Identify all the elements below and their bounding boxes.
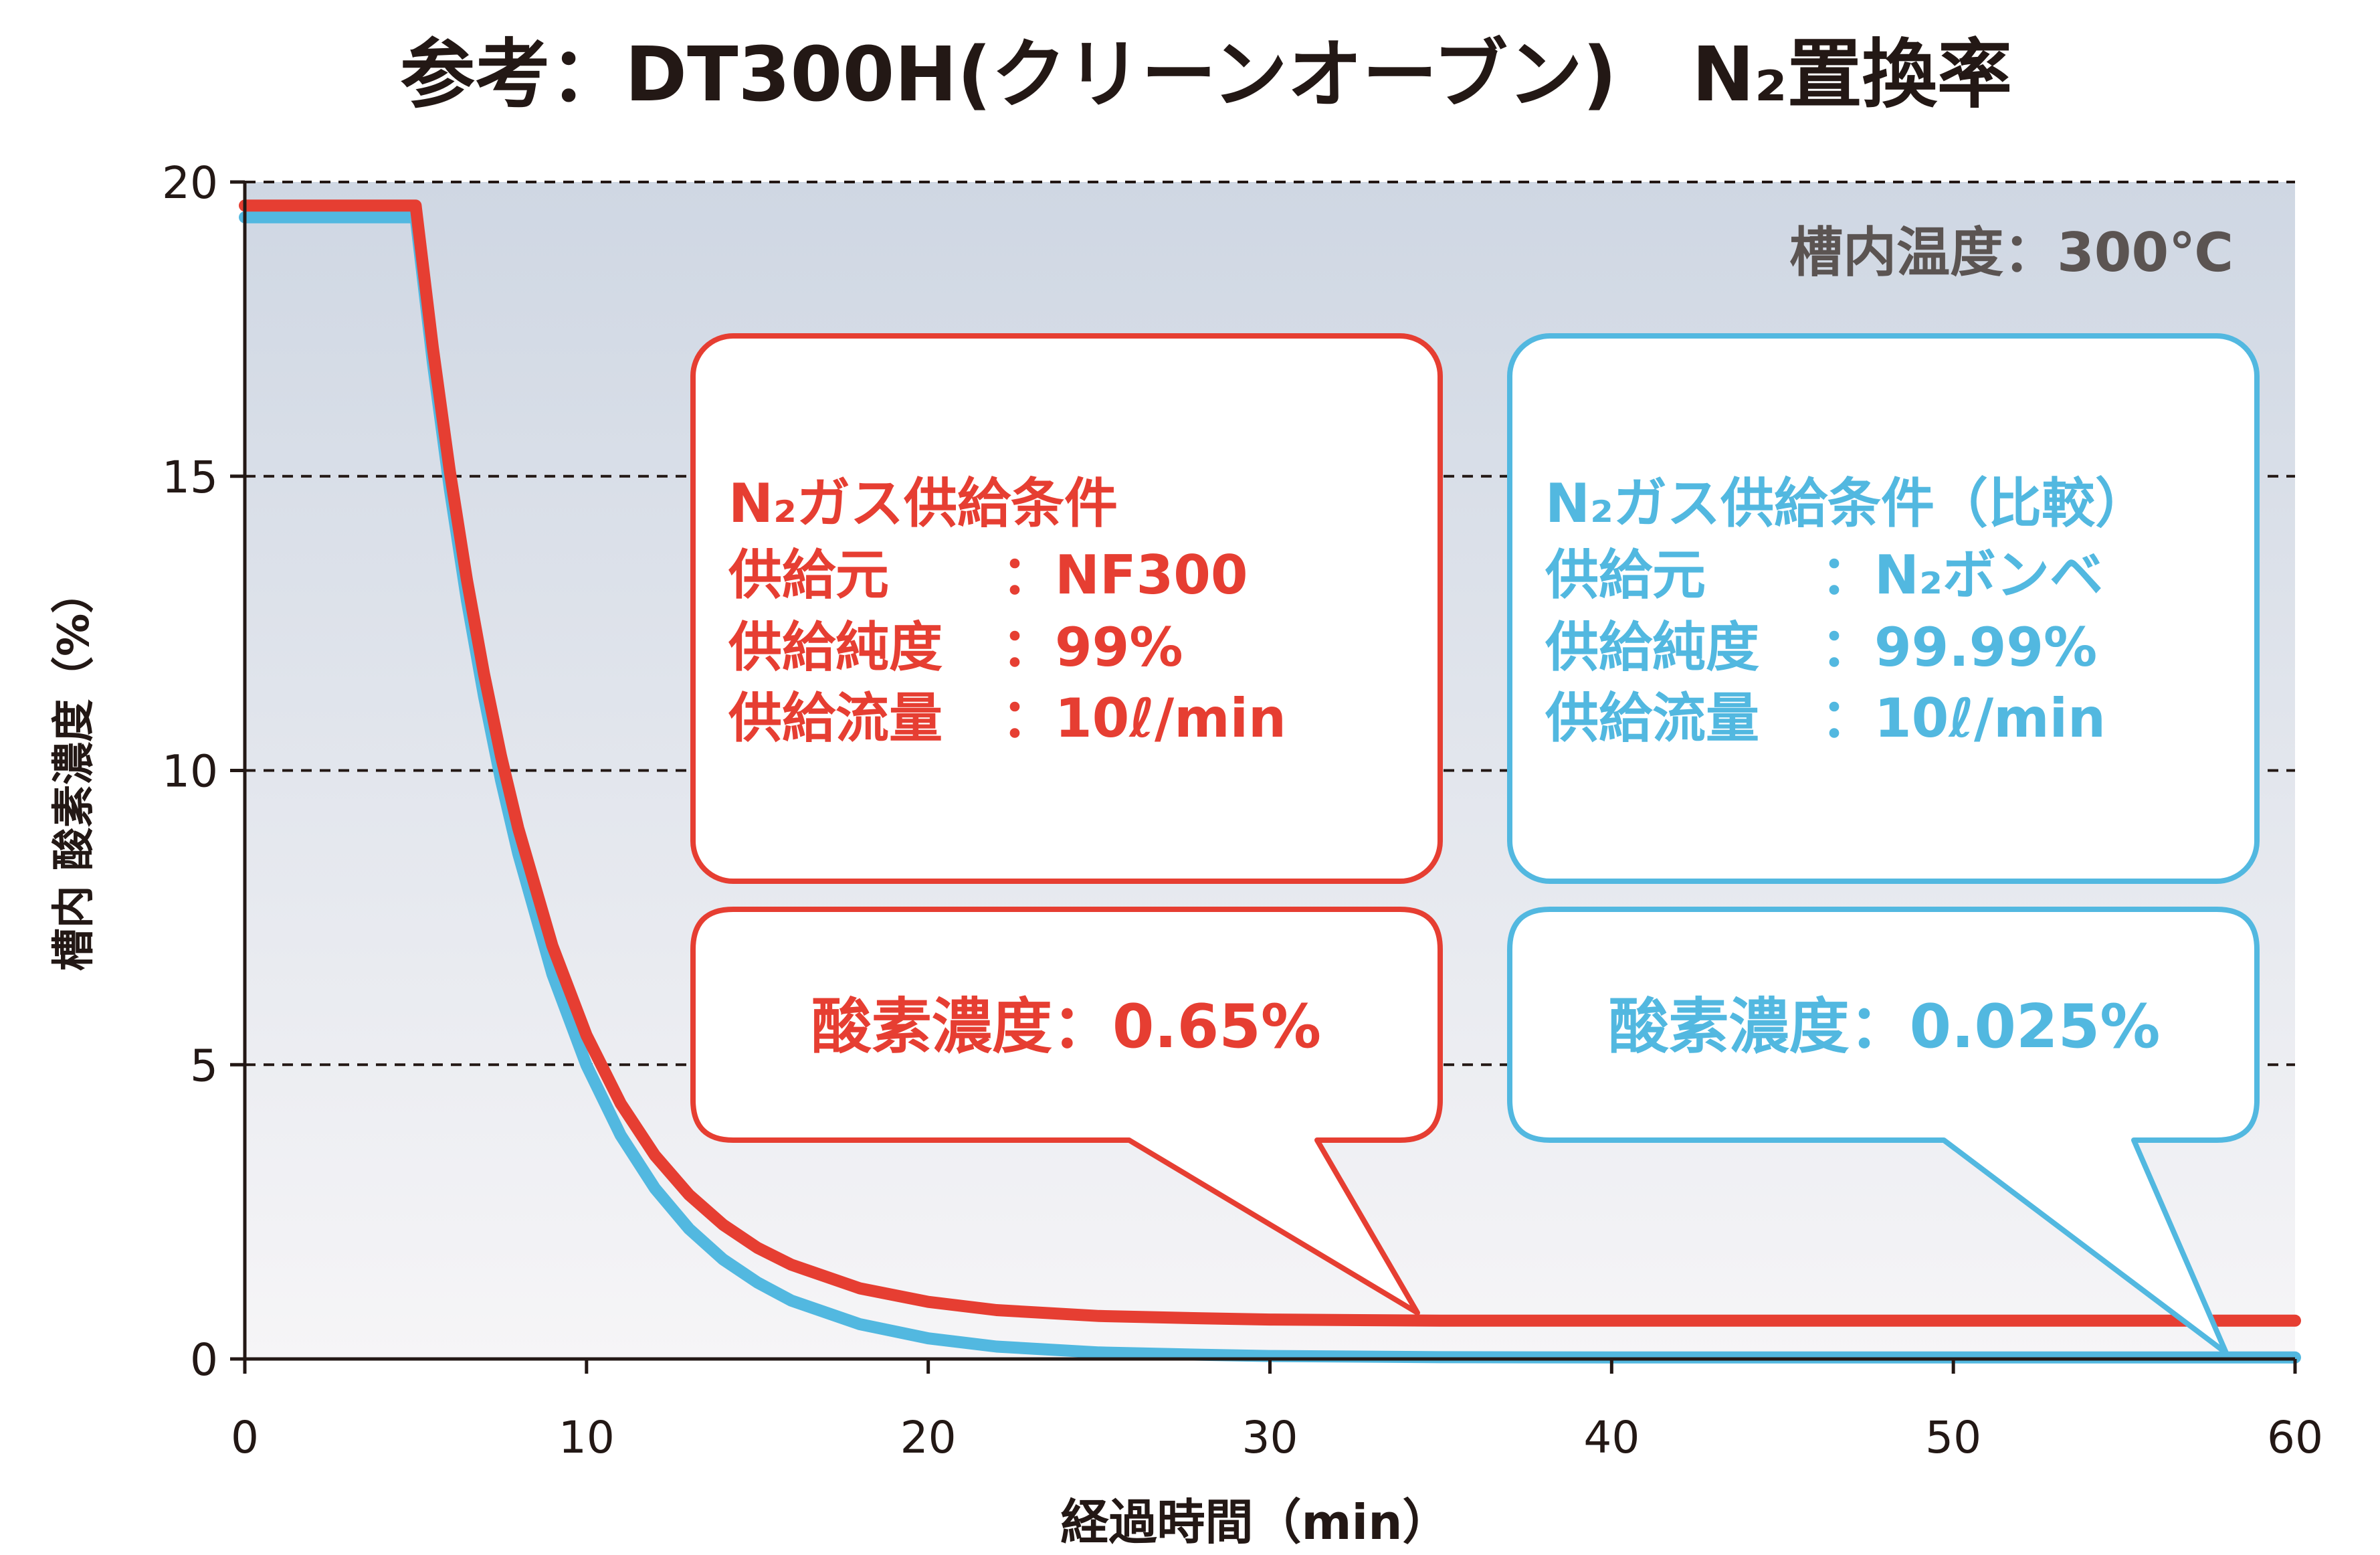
- nf300-heading: N₂ガス供給条件: [728, 472, 1118, 535]
- y-tick-label: 20: [162, 157, 218, 209]
- cylinder-heading: N₂ガス供給条件（比較）: [1545, 472, 2149, 535]
- nf300-result: 酸素濃度：0.65%: [811, 992, 1321, 1062]
- cylinder-value-purity: ：99.99%: [1821, 616, 2097, 678]
- cylinder-label-source: 供給元: [1545, 544, 1706, 606]
- series-lines: [239, 199, 2301, 1364]
- cylinder-value-flow: ：10ℓ/min: [1821, 687, 2106, 749]
- y-tick-label: 0: [190, 1334, 218, 1386]
- nf300-label-purity: 供給純度: [728, 616, 943, 678]
- y-tick-label: 5: [190, 1040, 218, 1091]
- x-tick-label: 10: [559, 1412, 615, 1463]
- cylinder-value-source: ：N₂ボンベ: [1821, 544, 2103, 606]
- x-tick-label: 20: [900, 1412, 957, 1463]
- axes: 0 5 10 15 20 0 10 20 30 40 50 60: [162, 157, 2323, 1463]
- temperature-annotation: 槽内温度：300℃: [1789, 221, 2234, 284]
- chart-title: 参考：DT300H(クリーンオーブン) N₂置換率: [400, 31, 2012, 118]
- x-tick-label: 0: [231, 1412, 259, 1463]
- x-tick-label: 50: [1925, 1412, 1981, 1463]
- x-tick-label: 60: [2267, 1412, 2323, 1463]
- y-tick-label: 15: [162, 452, 218, 503]
- x-tick-label: 40: [1583, 1412, 1640, 1463]
- nf300-label-flow: 供給流量: [728, 687, 943, 749]
- nf300-value-source: ：NF300: [1001, 544, 1248, 606]
- nf300-label-source: 供給元: [728, 544, 889, 606]
- y-tick-label: 10: [162, 746, 218, 798]
- cylinder-conditions-box: [1507, 333, 2260, 884]
- y-axis-label: 槽内 酸素濃度（%）: [49, 571, 99, 971]
- nf300-value-purity: ：99%: [1001, 616, 1183, 678]
- nf300-series-line: [239, 199, 2301, 1327]
- nf300-value-flow: ：10ℓ/min: [1001, 687, 1286, 749]
- cylinder-result-callout: [1507, 907, 2260, 1356]
- x-tick-label: 30: [1242, 1412, 1298, 1463]
- cylinder-label-flow: 供給流量: [1545, 687, 1759, 749]
- x-axis-label: 経過時間（min）: [1061, 1494, 1451, 1550]
- cylinder-label-purity: 供給純度: [1545, 616, 1759, 678]
- nf300-result-callout: [690, 907, 1443, 1315]
- cylinder-result: 酸素濃度：0.025%: [1609, 992, 2161, 1062]
- nf300-conditions-box: [690, 333, 1443, 884]
